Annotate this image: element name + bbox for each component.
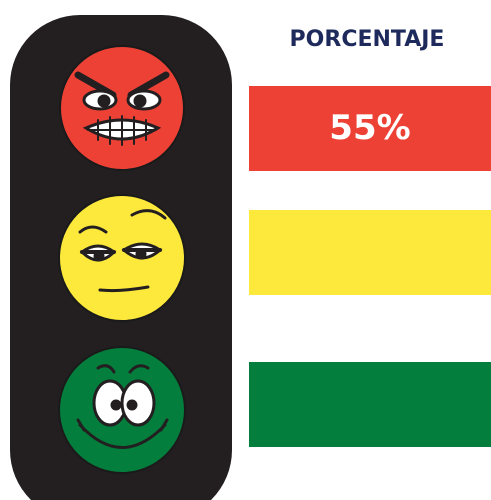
title: PORCENTAJE	[290, 27, 445, 52]
percent-label: 55%	[329, 108, 410, 148]
percent-bar	[249, 362, 491, 447]
happy-face	[58, 346, 186, 474]
percent-bar	[249, 86, 491, 171]
angry-face	[59, 45, 185, 171]
percent-bar	[249, 210, 491, 295]
meh-face	[58, 194, 186, 322]
